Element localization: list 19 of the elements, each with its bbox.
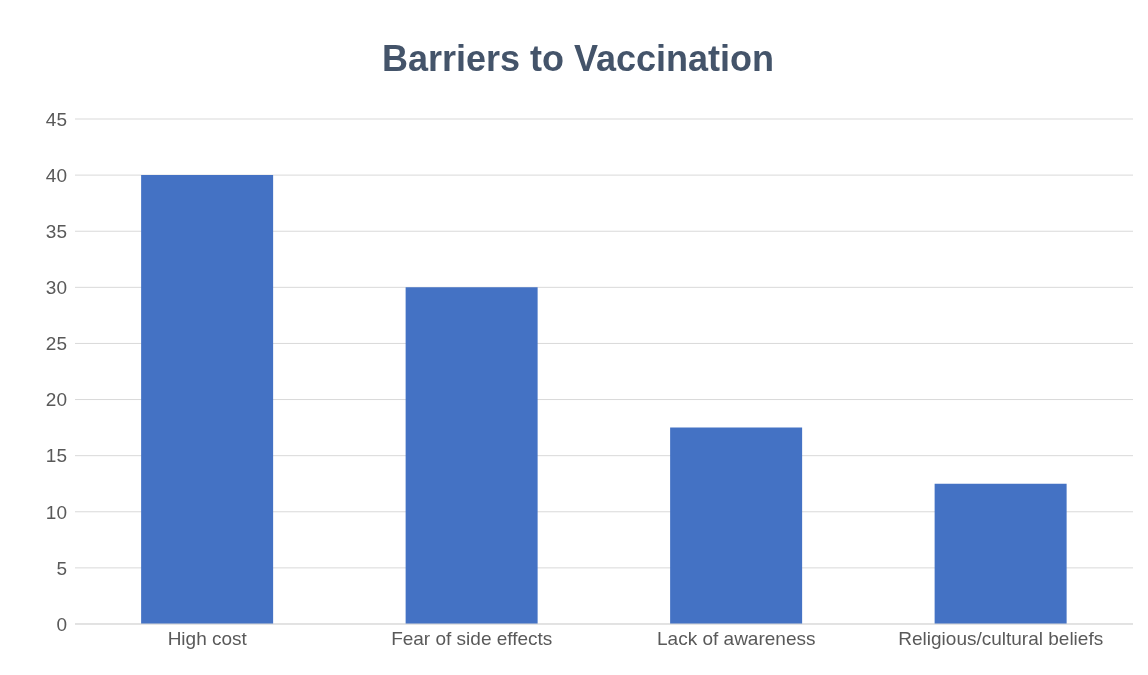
bar [670, 427, 803, 624]
x-tick-label: Lack of awareness [657, 628, 816, 650]
y-tick-label: 35 [45, 220, 67, 242]
chart-title: Barriers to Vaccination [380, 38, 776, 80]
bar [141, 175, 274, 624]
y-tick-label: 45 [45, 108, 67, 130]
x-tick-label: High cost [167, 628, 248, 650]
y-tick-label: 40 [45, 164, 67, 186]
x-tick-label: Fear of side effects [391, 628, 553, 650]
y-tick-label: 30 [45, 277, 67, 299]
y-tick-label: 5 [56, 557, 67, 579]
y-tick-label: 20 [45, 389, 67, 411]
x-tick-label: Religious/cultural beliefs [898, 628, 1104, 650]
y-tick-label: 15 [45, 445, 67, 467]
y-tick-label: 10 [45, 501, 67, 523]
y-tick-label: 25 [45, 333, 67, 355]
bar [405, 287, 538, 624]
y-tick-label: 0 [56, 613, 67, 635]
bar [934, 483, 1067, 624]
